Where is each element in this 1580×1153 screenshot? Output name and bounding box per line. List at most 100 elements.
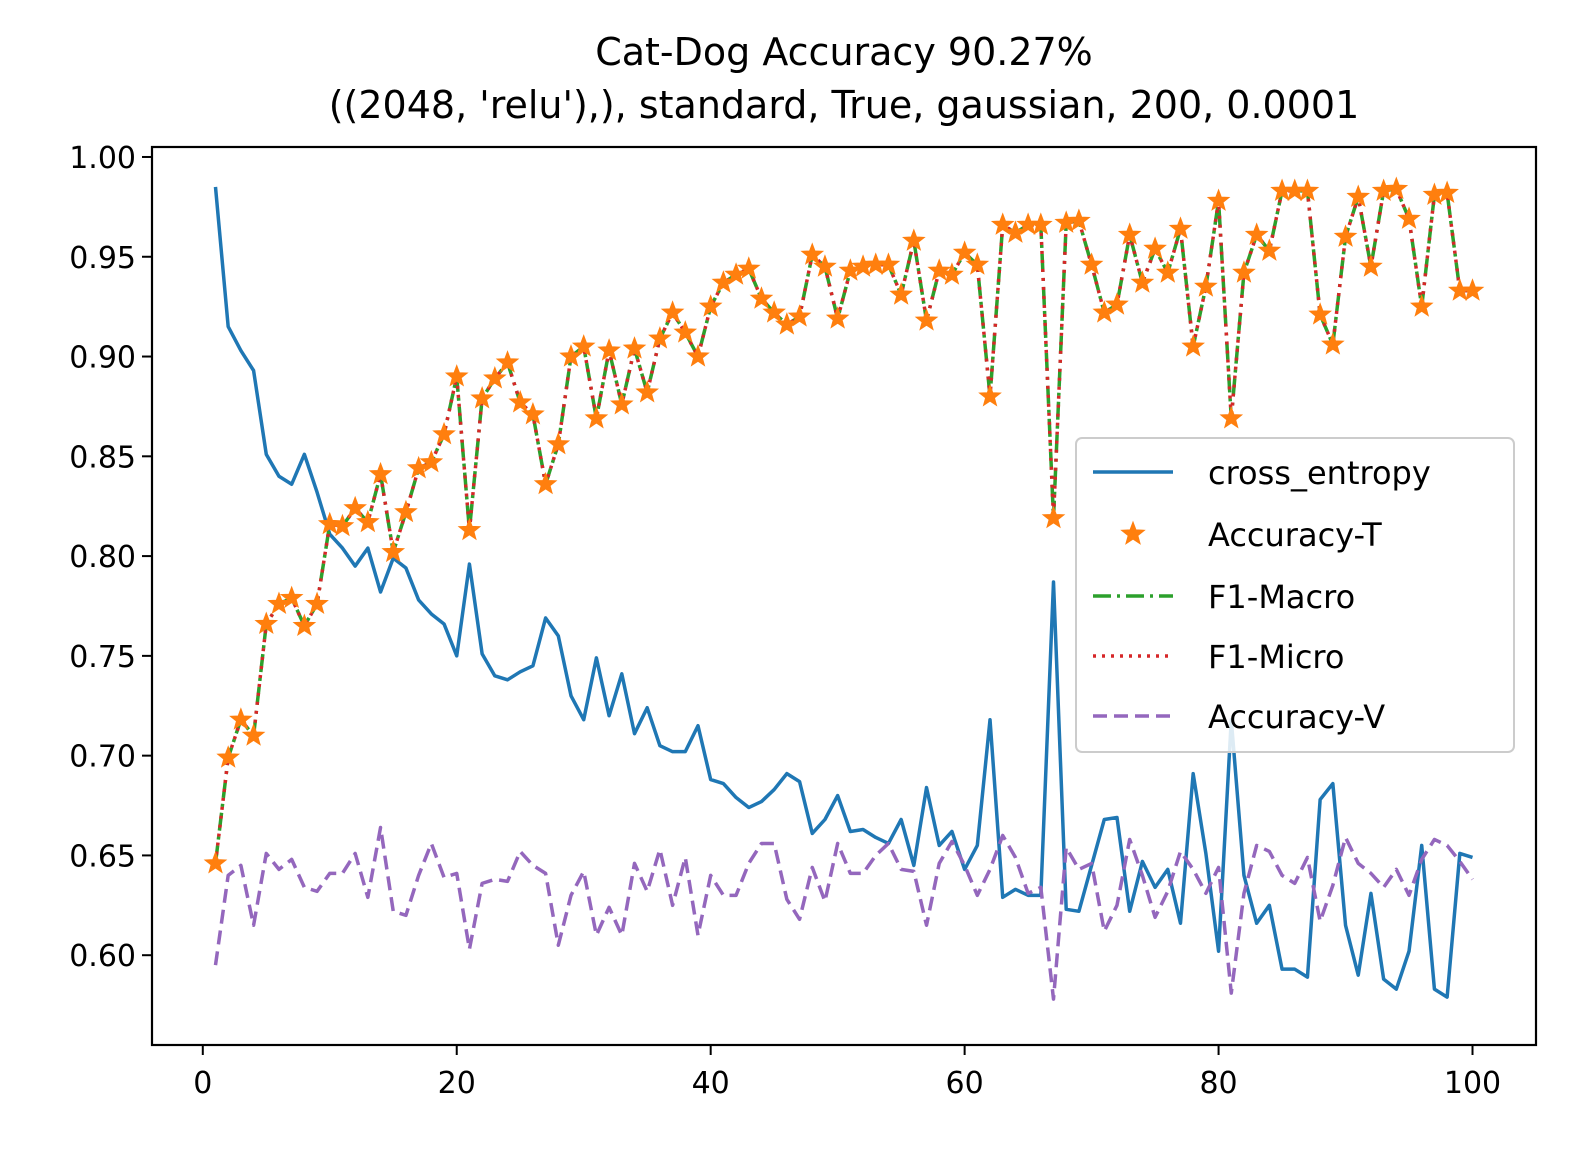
accuracy-t-point — [495, 350, 520, 373]
accuracy-t-point — [203, 850, 228, 874]
legend-entry-f1-micro: F1-Micro — [1093, 638, 1344, 676]
x-tick-label: 0 — [193, 1066, 212, 1101]
accuracy-t-point — [483, 366, 507, 389]
accuracy-t-point — [1295, 178, 1320, 201]
y-tick-label: 0.65 — [69, 839, 136, 874]
accuracy-t-point — [444, 364, 469, 387]
x-tick-label: 100 — [1444, 1066, 1501, 1101]
accuracy-t-point — [254, 611, 279, 634]
accuracy-t-point — [1333, 224, 1358, 247]
y-tick-label: 0.60 — [69, 939, 136, 974]
series-line-accuracy-v — [213, 825, 1474, 1001]
y-axis: 0.60 0.65 0.70 0.75 0.80 0.85 0.90 0.95 1.00 — [69, 141, 152, 974]
accuracy-t-point — [521, 401, 545, 425]
accuracy-t-point — [470, 386, 494, 409]
accuracy-t-point — [1028, 212, 1053, 235]
accuracy-t-point — [952, 240, 977, 263]
legend-label-accuracy-v: Accuracy-V — [1208, 698, 1385, 736]
accuracy-t-point — [889, 282, 913, 305]
accuracy-t-point — [825, 306, 850, 329]
x-tick-label: 80 — [1199, 1066, 1237, 1101]
accuracy-t-point — [736, 256, 761, 279]
accuracy-t-point — [279, 585, 304, 609]
accuracy-t-point — [927, 258, 952, 281]
accuracy-t-point — [686, 344, 710, 367]
accuracy-t-point — [673, 320, 698, 343]
accuracy-t-point — [1384, 176, 1409, 199]
accuracy-t-point — [1409, 294, 1434, 317]
accuracy-t-point — [1105, 292, 1129, 315]
accuracy-t-point — [749, 286, 774, 309]
chart-subtitle: ((2048, 'relu'),), standard, True, gauss… — [329, 83, 1360, 127]
legend-swatch-accuracy-t — [1120, 520, 1146, 545]
accuracy-t-point — [1206, 188, 1231, 211]
y-tick-label: 0.90 — [69, 341, 136, 376]
accuracy-t-point — [1041, 505, 1066, 529]
accuracy-t-point — [698, 294, 723, 317]
accuracy-t-point — [876, 252, 901, 275]
accuracy-t-point — [1079, 252, 1104, 275]
series-line-cross-entropy — [213, 186, 1474, 999]
accuracy-t-point — [292, 613, 317, 636]
accuracy-t-point — [1181, 334, 1205, 357]
accuracy-t-point — [1168, 216, 1193, 239]
accuracy-t-point — [914, 308, 939, 331]
accuracy-t-point — [965, 252, 990, 275]
legend: cross_entropy Accuracy-T F1-Macro F1-Mic… — [1075, 437, 1515, 753]
accuracy-t-point — [432, 421, 456, 445]
accuracy-t-point — [584, 405, 609, 429]
accuracy-t-point — [368, 461, 393, 485]
accuracy-t-point — [508, 390, 533, 413]
accuracy-t-point — [648, 326, 672, 349]
series-accuracy-t — [203, 176, 1485, 874]
accuracy-t-point — [1143, 236, 1167, 259]
accuracy-t-point — [762, 300, 786, 323]
x-axis: 0 20 40 60 80 100 — [193, 1045, 1501, 1101]
accuracy-t-point — [1308, 302, 1332, 325]
accuracy-t-point — [813, 254, 837, 277]
y-tick-label: 0.75 — [69, 640, 136, 675]
x-tick-label: 60 — [946, 1066, 984, 1101]
x-tick-label: 20 — [438, 1066, 476, 1101]
accuracy-t-point — [317, 511, 342, 535]
accuracy-t-point — [457, 517, 482, 541]
accuracy-t-point — [1067, 208, 1091, 231]
x-tick-label: 40 — [692, 1066, 730, 1101]
accuracy-t-point — [787, 304, 812, 327]
legend-label-accuracy-t: Accuracy-T — [1208, 516, 1382, 554]
accuracy-t-point — [571, 334, 596, 357]
y-tick-label: 0.80 — [69, 540, 136, 575]
accuracy-t-point — [216, 745, 241, 768]
y-tick-label: 0.95 — [69, 241, 136, 276]
accuracy-t-point — [330, 513, 355, 537]
legend-box — [1075, 437, 1515, 753]
accuracy-t-point — [1117, 222, 1142, 245]
accuracy-t-point — [1359, 254, 1383, 277]
accuracy-t-point — [356, 509, 380, 533]
accuracy-t-point — [1219, 405, 1244, 429]
y-tick-label: 0.70 — [69, 740, 136, 775]
accuracy-t-point — [1257, 238, 1282, 261]
accuracy-t-point — [1346, 184, 1371, 207]
legend-entry-cross-entropy: cross_entropy — [1093, 454, 1431, 492]
accuracy-t-point — [546, 431, 571, 455]
accuracy-t-point — [305, 591, 329, 615]
legend-entry-accuracy-t: Accuracy-T — [1120, 516, 1382, 554]
accuracy-t-point — [978, 384, 1002, 407]
plot-series — [203, 176, 1485, 1001]
legend-entry-f1-macro: F1-Macro — [1093, 578, 1355, 616]
accuracy-t-point — [622, 336, 647, 359]
accuracy-t-point — [1155, 260, 1180, 283]
accuracy-t-point — [1232, 260, 1256, 283]
y-tick-label: 0.85 — [69, 440, 136, 475]
chart-title: Cat-Dog Accuracy 90.27% — [595, 30, 1093, 74]
accuracy-t-point — [1397, 206, 1421, 229]
accuracy-t-point — [800, 242, 825, 265]
accuracy-t-point — [609, 392, 634, 415]
legend-label-f1-micro: F1-Micro — [1208, 638, 1344, 676]
accuracy-t-point — [343, 495, 367, 519]
accuracy-t-point — [229, 707, 253, 730]
legend-label-f1-macro: F1-Macro — [1208, 578, 1355, 616]
legend-entry-accuracy-v: Accuracy-V — [1093, 698, 1385, 736]
accuracy-t-point — [533, 471, 558, 495]
